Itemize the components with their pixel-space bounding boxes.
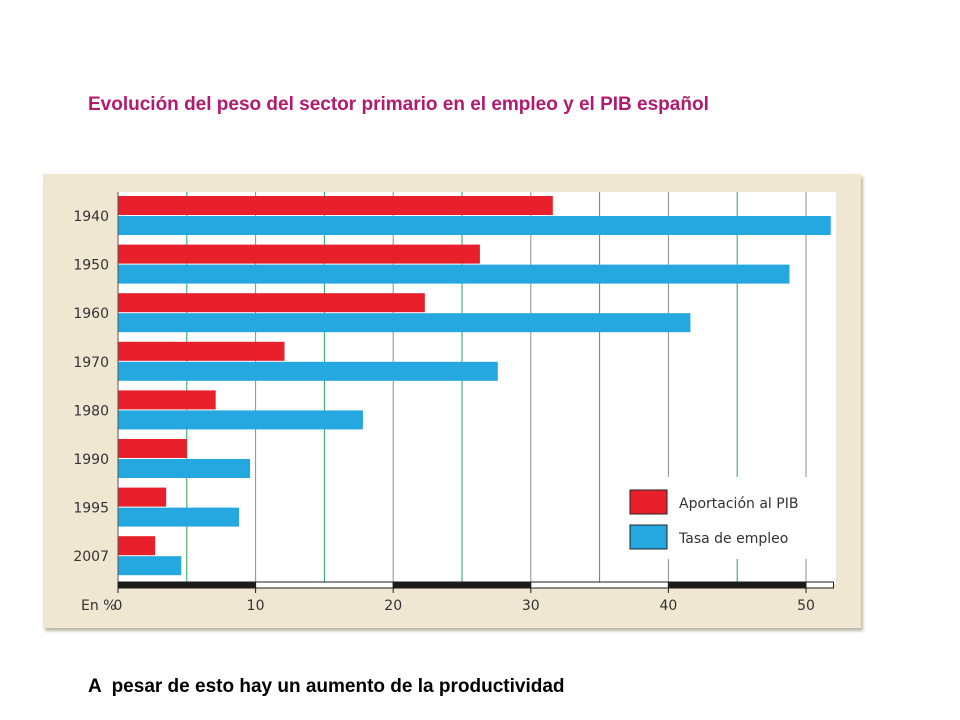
x-tick-label: 20 [384,598,402,614]
bar-empleo-1980 [118,410,363,430]
y-tick-label: 1980 [73,403,109,419]
x-axis: 0 10 20 30 40 50 [114,192,835,614]
bar-empleo-1960 [118,313,691,333]
bar-chart: 0 10 20 30 40 50 1940 1950 1960 1970 1980 1990 1995… [73,192,836,614]
bar-pib-1960 [118,293,425,313]
y-tick-label: 1970 [73,355,109,371]
chart-panel: 0 10 20 30 40 50 1940 1950 1960 1970 1980 1990 1995… [43,174,861,628]
bar-pib-1950 [118,244,480,264]
bar-empleo-1940 [118,216,831,235]
y-tick-label: 1995 [73,501,109,517]
bar-empleo-1990 [118,459,251,478]
y-tick-label: 1940 [73,209,109,225]
bar-pib-1940 [118,196,553,215]
bar-empleo-2007 [118,556,182,576]
x-tick-label: 30 [522,598,540,614]
y-tick-label: 1990 [73,452,109,468]
axis-band [805,581,835,589]
legend-swatch-empleo [629,524,668,550]
bar-pib-1995 [118,487,167,507]
bars [118,196,831,576]
y-tick-label: 1960 [73,306,109,322]
bar-empleo-1995 [118,507,240,527]
y-tick-label: 1950 [73,258,109,274]
x-tick-label: 10 [247,598,265,614]
bar-empleo-1970 [118,361,498,381]
x-tick-label: 50 [797,598,815,614]
footer-note: A pesar de esto hay un aumento de la pro… [88,676,565,697]
bar-pib-1990 [118,439,187,458]
bar-pib-2007 [118,536,156,556]
axis-band [392,581,532,589]
x-axis-label: En % [81,598,116,614]
axis-band [667,581,807,589]
axis-band [255,581,394,589]
bar-pib-1970 [118,341,285,361]
axis-band [530,581,669,589]
legend-label-empleo: Tasa de empleo [678,531,788,547]
bar-empleo-1950 [118,264,790,284]
x-tick-label: 0 [114,598,123,614]
page-title: Evolución del peso del sector primario e… [88,94,709,115]
legend-swatch-pib [629,489,668,515]
legend-label-pib: Aportación al PIB [679,496,798,512]
x-tick-label: 40 [659,598,677,614]
y-tick-label: 2007 [73,549,109,565]
bar-pib-1980 [118,390,216,410]
y-axis-labels: 1940 1950 1960 1970 1980 1990 1995 2007 [73,209,109,565]
legend: Aportación al PIB Tasa de empleo [620,477,807,559]
axis-band [117,581,257,589]
